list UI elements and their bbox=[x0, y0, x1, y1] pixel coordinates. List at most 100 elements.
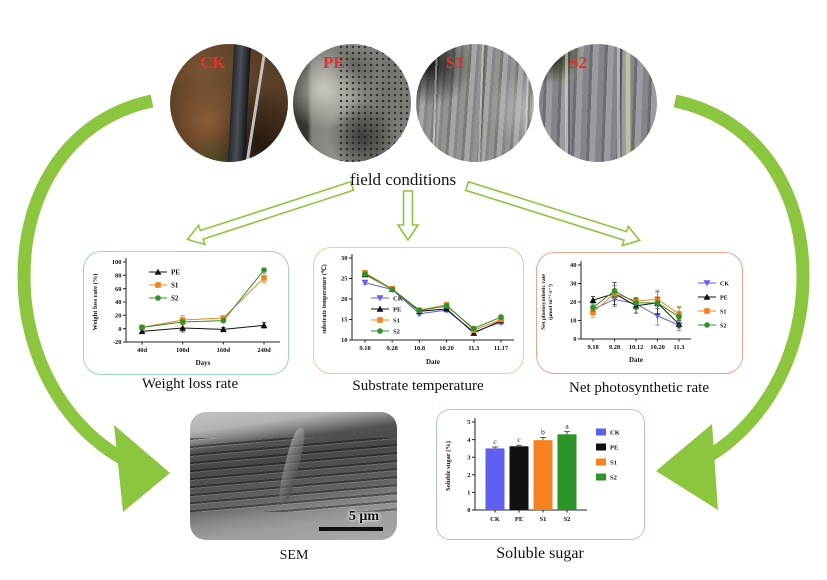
photo-s2: S2 bbox=[539, 44, 657, 162]
svg-text:S2: S2 bbox=[393, 328, 400, 335]
photo-pe: PE bbox=[293, 44, 411, 162]
svg-text:Net photosynthetic rate: Net photosynthetic rate bbox=[541, 274, 547, 330]
caption-sem: SEM bbox=[279, 548, 309, 563]
svg-text:S1: S1 bbox=[171, 281, 179, 289]
svg-text:b: b bbox=[541, 427, 545, 436]
svg-text:10.20: 10.20 bbox=[439, 345, 454, 352]
svg-text:9.18: 9.18 bbox=[359, 345, 371, 352]
svg-text:Soluble sugar (%): Soluble sugar (%) bbox=[445, 441, 452, 491]
svg-text:9.28: 9.28 bbox=[387, 345, 399, 352]
photo-s1: S1 bbox=[416, 44, 534, 162]
svg-text:100d: 100d bbox=[176, 347, 190, 354]
svg-text:10: 10 bbox=[570, 318, 577, 325]
film-sheen bbox=[416, 44, 534, 162]
svg-text:2: 2 bbox=[467, 472, 470, 479]
svg-text:11.3: 11.3 bbox=[673, 344, 685, 351]
svg-text:20: 20 bbox=[570, 299, 577, 306]
svg-text:40d: 40d bbox=[137, 347, 148, 354]
svg-text:10.8: 10.8 bbox=[414, 345, 426, 352]
svg-text:S2: S2 bbox=[720, 323, 726, 329]
svg-text:Date: Date bbox=[426, 358, 440, 366]
svg-text:S2: S2 bbox=[171, 294, 179, 302]
photo-label-s1: S1 bbox=[446, 53, 464, 72]
svg-text:0: 0 bbox=[573, 336, 576, 343]
svg-text:60: 60 bbox=[115, 286, 122, 293]
svg-text:-20: -20 bbox=[113, 339, 122, 346]
svg-text:5: 5 bbox=[467, 419, 471, 426]
svg-text:(μmol·m⁻²·s⁻¹): (μmol·m⁻²·s⁻¹) bbox=[547, 284, 554, 320]
sem-scale-label: 5 μm bbox=[348, 509, 379, 524]
photo-label-s2: S2 bbox=[569, 53, 587, 72]
svg-text:PE: PE bbox=[610, 444, 618, 451]
hollow-arrow-left-icon bbox=[186, 180, 355, 246]
hollow-arrow-middle-icon bbox=[396, 190, 420, 242]
weight-loss-card: -20 0 20 40 60 80 100 40d 100d 160d 240d Days Weight… bbox=[83, 251, 289, 375]
svg-text:9.18: 9.18 bbox=[587, 344, 599, 351]
svg-text:10.12: 10.12 bbox=[629, 344, 644, 351]
svg-text:S1: S1 bbox=[540, 516, 547, 523]
svg-text:80: 80 bbox=[115, 273, 122, 280]
svg-text:160d: 160d bbox=[217, 347, 231, 354]
photo-ck: CK bbox=[170, 44, 288, 162]
svg-text:CK: CK bbox=[490, 516, 500, 523]
svg-text:15: 15 bbox=[341, 317, 348, 324]
svg-text:0: 0 bbox=[118, 326, 121, 333]
svg-text:S2: S2 bbox=[564, 516, 571, 523]
svg-text:CK: CK bbox=[720, 281, 729, 287]
soluble-sugar-chart: 0 1 2 3 4 5 CK PE S1 S2 Soluble sugar (%) c c b a CK PE S… bbox=[445, 418, 620, 523]
film-holes bbox=[337, 44, 411, 162]
svg-text:S1: S1 bbox=[720, 309, 726, 315]
svg-text:3: 3 bbox=[467, 454, 471, 461]
film-sheen bbox=[539, 44, 657, 162]
svg-text:1: 1 bbox=[467, 490, 470, 497]
svg-text:40: 40 bbox=[570, 262, 577, 269]
svg-text:30: 30 bbox=[341, 255, 348, 262]
svg-text:a: a bbox=[565, 422, 569, 431]
svg-text:9.28: 9.28 bbox=[609, 344, 621, 351]
photo-label-pe: PE bbox=[323, 53, 345, 72]
svg-text:PE: PE bbox=[171, 268, 180, 276]
hollow-arrow-right-icon bbox=[464, 180, 641, 247]
svg-text:Weight loss rate (%): Weight loss rate (%) bbox=[92, 274, 99, 331]
svg-text:30: 30 bbox=[570, 281, 577, 288]
soluble-sugar-card: 0 1 2 3 4 5 CK PE S1 S2 Soluble sugar (%) c c b a CK PE S… bbox=[436, 409, 645, 540]
svg-text:PE: PE bbox=[720, 295, 728, 301]
caption-weight-loss: Weight loss rate bbox=[141, 376, 239, 392]
svg-text:Date: Date bbox=[629, 356, 643, 364]
net-photosynthetic-card: 0 10 20 30 40 9.18 9.28 10.12 10.20 11.3 Date Net p… bbox=[536, 252, 743, 374]
substrate-temperature-chart: 10 15 20 25 30 9.18 9.28 10.8 10.20 11.3 11.17 Date… bbox=[321, 254, 514, 366]
sem-scale-bar bbox=[319, 527, 383, 531]
svg-text:c: c bbox=[517, 435, 521, 444]
sem-image: 5 μm bbox=[190, 412, 397, 540]
substrate-temperature-card: 10 15 20 25 30 9.18 9.28 10.8 10.20 11.3 11.17 Date… bbox=[313, 247, 524, 374]
svg-text:0: 0 bbox=[467, 507, 470, 514]
weight-loss-chart: -20 0 20 40 60 80 100 40d 100d 160d 240d Days Weight… bbox=[92, 258, 280, 367]
field-conditions-label: field conditions bbox=[349, 170, 457, 189]
svg-text:c: c bbox=[493, 437, 497, 446]
caption-substrate-temperature: Substrate temperature bbox=[352, 378, 484, 394]
svg-text:CK: CK bbox=[393, 295, 403, 302]
svg-text:S1: S1 bbox=[610, 459, 617, 466]
svg-text:11.3: 11.3 bbox=[468, 345, 480, 352]
svg-text:PE: PE bbox=[393, 306, 401, 313]
svg-text:Days: Days bbox=[196, 359, 211, 367]
svg-text:20: 20 bbox=[341, 296, 348, 303]
svg-text:100: 100 bbox=[112, 259, 122, 266]
caption-soluble-sugar: Soluble sugar bbox=[496, 545, 584, 562]
svg-text:10.20: 10.20 bbox=[650, 344, 665, 351]
svg-text:S2: S2 bbox=[610, 474, 617, 481]
svg-text:4: 4 bbox=[467, 437, 471, 444]
svg-text:substrate temperature (℃): substrate temperature (℃) bbox=[321, 264, 328, 333]
net-photosynthetic-chart: 0 10 20 30 40 9.18 9.28 10.12 10.20 11.3 Date Net p… bbox=[541, 261, 729, 364]
svg-text:CK: CK bbox=[610, 429, 620, 436]
svg-text:240d: 240d bbox=[257, 347, 271, 354]
svg-text:S1: S1 bbox=[393, 317, 400, 324]
right-curved-arrowhead-icon bbox=[656, 424, 718, 510]
svg-text:10: 10 bbox=[341, 337, 348, 344]
left-curved-arrowhead-icon bbox=[114, 425, 170, 512]
svg-text:40: 40 bbox=[115, 299, 122, 306]
svg-text:20: 20 bbox=[115, 313, 122, 320]
caption-net-photosynthetic: Net photosynthetic rate bbox=[569, 380, 709, 396]
svg-text:25: 25 bbox=[341, 276, 348, 283]
